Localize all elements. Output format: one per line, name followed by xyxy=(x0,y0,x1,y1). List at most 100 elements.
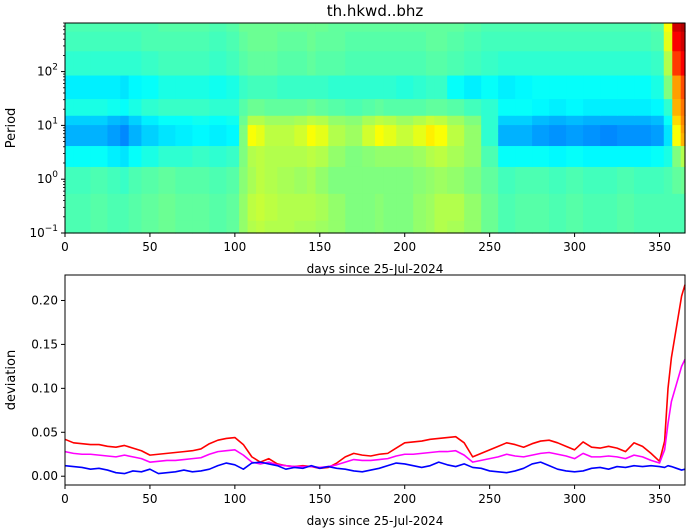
heatmap-cell xyxy=(413,220,427,234)
heatmap-cell xyxy=(158,193,177,221)
heatmap-cell xyxy=(128,23,143,32)
heatmap-cell xyxy=(663,132,673,147)
heatmap-cell xyxy=(663,124,673,134)
heatmap-cell xyxy=(65,115,75,126)
heatmap-cell xyxy=(307,50,317,76)
heatmap-cell xyxy=(294,50,308,76)
heatmap-cell xyxy=(434,145,448,167)
heatmap-cell xyxy=(413,98,427,116)
heatmap-cell xyxy=(532,23,550,32)
heatmap-cell xyxy=(634,98,652,116)
heatmap-cell xyxy=(239,132,249,147)
heatmap-cell xyxy=(600,166,618,194)
heatmap-cell xyxy=(600,98,618,116)
heatmap-cell xyxy=(680,31,686,52)
heatmap-cell xyxy=(192,124,210,134)
heatmap-cell xyxy=(65,193,75,221)
heatmap-cell xyxy=(175,31,193,52)
heatmap-cell xyxy=(617,23,635,32)
heatmap-cell xyxy=(425,23,436,32)
heatmap-cell xyxy=(192,132,210,147)
heatmap-cell xyxy=(383,115,397,126)
heatmap-cell xyxy=(256,74,266,100)
heatmap-cell xyxy=(447,193,465,221)
heatmap-cell xyxy=(663,31,673,52)
heatmap-cell xyxy=(192,23,210,32)
heatmap-cell xyxy=(65,50,75,76)
heatmap-cell xyxy=(256,50,266,76)
heatmap-cell xyxy=(73,74,92,100)
heatmap-cell xyxy=(158,50,177,76)
heatmap-cell xyxy=(617,124,635,134)
heatmap-cell xyxy=(362,74,376,100)
line-y-axis-label: deviation xyxy=(4,350,19,410)
heatmap-cell xyxy=(383,98,397,116)
heatmap-cell xyxy=(256,124,266,134)
heatmap-cell xyxy=(583,124,601,134)
heatmap-cell xyxy=(434,74,448,100)
heatmap-cell xyxy=(549,23,567,32)
heatmap-cell xyxy=(120,50,130,76)
heatmap-cell xyxy=(277,132,295,147)
heatmap-cell xyxy=(158,23,177,32)
heatmap-cell xyxy=(226,23,240,32)
heatmap-cell xyxy=(375,98,385,116)
heatmap-cell xyxy=(663,23,673,32)
heatmap-cell xyxy=(663,220,673,234)
heatmap-cell xyxy=(90,115,109,126)
heatmap-cell xyxy=(209,166,227,194)
line-panel: 0 50 100 150 200 250 300 350 0.000.050.100.150.… xyxy=(4,274,686,528)
heatmap-cell xyxy=(434,50,448,76)
heatmap-cell xyxy=(532,98,550,116)
heatmap-cell xyxy=(141,193,160,221)
heatmap-cell xyxy=(158,124,177,134)
heatmap-cell xyxy=(583,50,601,76)
heatmap-cell xyxy=(651,145,665,167)
heatmap-cell xyxy=(175,124,193,134)
heatmap-cell xyxy=(498,115,516,126)
heatmap-cell xyxy=(239,145,249,167)
line-x-tick-label: 250 xyxy=(478,492,501,506)
heatmap-cell xyxy=(226,124,240,134)
heatmap-cell xyxy=(583,132,601,147)
heatmap-cell xyxy=(175,50,193,76)
heatmap-cell xyxy=(634,145,652,167)
heatmap-cell xyxy=(175,193,193,221)
heatmap-cell xyxy=(413,115,427,126)
heatmap-cell xyxy=(617,132,635,147)
heatmap-cell xyxy=(277,115,295,126)
heatmap-cell xyxy=(192,31,210,52)
heatmap-cell xyxy=(307,132,317,147)
heatmap-cell xyxy=(192,50,210,76)
heatmap-cell xyxy=(566,115,584,126)
heatmap-cell xyxy=(128,193,143,221)
heatmap-cell xyxy=(481,31,499,52)
heatmap-cell xyxy=(65,124,75,134)
heatmap-cell xyxy=(141,31,160,52)
heatmap-cell xyxy=(226,98,240,116)
heatmap-cell xyxy=(549,132,567,147)
heatmap-cell xyxy=(73,132,92,147)
heatmap-cell xyxy=(566,31,584,52)
heatmap-cell xyxy=(209,23,227,32)
heatmap-cell xyxy=(396,98,414,116)
heatmap-cell xyxy=(498,132,516,147)
heatmap-cell xyxy=(247,50,257,76)
heatmap-y-tick-label: 100 xyxy=(37,170,58,186)
heatmap-cell xyxy=(413,74,427,100)
heatmap-cell xyxy=(65,98,75,116)
heatmap-cell xyxy=(175,166,193,194)
heatmap-cell xyxy=(239,115,249,126)
heatmap-cell xyxy=(672,23,682,32)
heatmap-cell xyxy=(434,193,448,221)
heatmap-cell xyxy=(128,166,143,194)
heatmap-cell xyxy=(247,124,257,134)
heatmap-cell xyxy=(434,115,448,126)
line-plot-frame xyxy=(64,274,686,486)
heatmap-cell xyxy=(464,50,482,76)
heatmap-cell xyxy=(73,193,92,221)
heatmap-cell xyxy=(264,220,278,234)
heatmap-cell xyxy=(141,166,160,194)
heatmap-cell xyxy=(672,50,682,76)
heatmap-x-ticks: 0 50 100 150 200 250 300 350 xyxy=(61,233,671,254)
